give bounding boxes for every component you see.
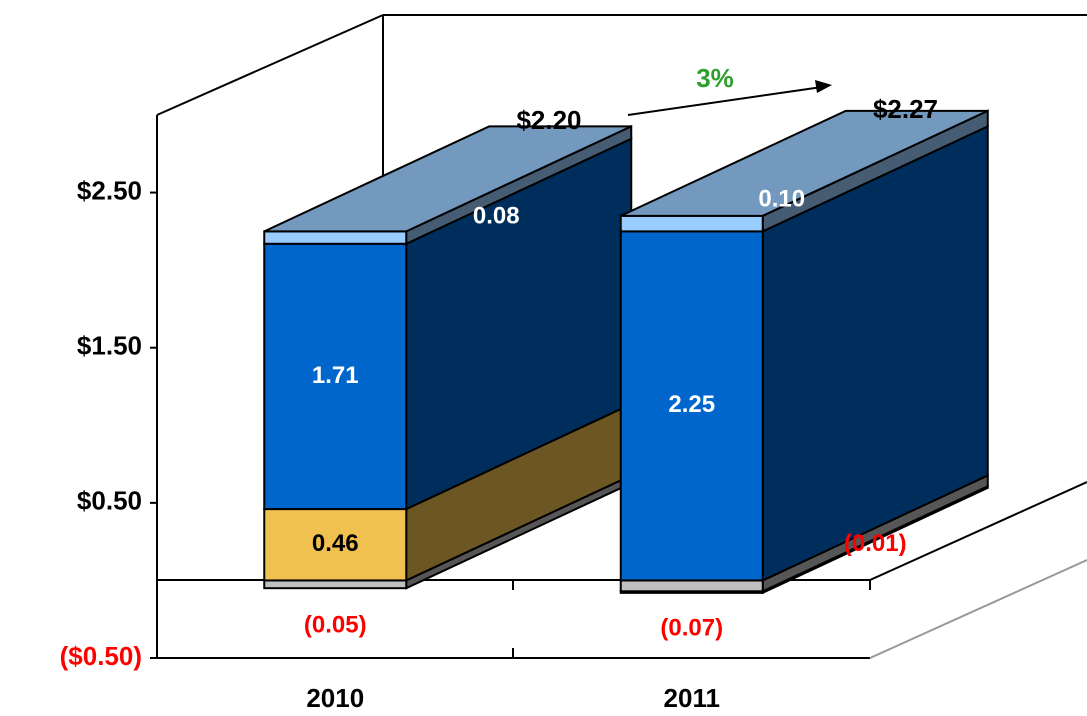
value-label: 0.08	[473, 203, 520, 230]
bar-segment	[619, 124, 989, 582]
bar-front	[263, 508, 408, 582]
bar-front	[263, 579, 408, 590]
bar-front	[619, 230, 764, 582]
x-tick-label: 2010	[306, 683, 364, 713]
bar-front	[263, 230, 408, 245]
total-label: $2.27	[873, 94, 938, 124]
value-label: (0.07)	[660, 615, 723, 642]
bar-top	[620, 109, 989, 217]
bar-top	[263, 125, 632, 233]
bar-segment	[263, 124, 633, 246]
y-tick-label: $2.50	[77, 175, 142, 205]
value-label: 1.71	[312, 362, 359, 389]
bar-front	[263, 242, 408, 511]
value-label: 0.10	[758, 185, 805, 212]
y-tick-label: $1.50	[77, 331, 142, 361]
x-tick-label: 2011	[664, 683, 720, 713]
arrow-head	[815, 80, 832, 93]
bar-front	[619, 214, 764, 233]
annotation: 3%	[696, 63, 734, 93]
y-tick-label: $0.50	[77, 486, 142, 516]
value-label: (0.01)	[844, 530, 907, 557]
value-label: (0.05)	[304, 612, 367, 639]
value-label: 2.25	[668, 391, 715, 418]
bar-segment	[263, 402, 633, 582]
value-label: 0.46	[312, 530, 359, 557]
bar-front	[619, 579, 764, 593]
arrow	[627, 86, 823, 116]
total-label: $2.20	[516, 105, 581, 135]
bars	[263, 109, 989, 595]
y-tick-label: ($0.50)	[60, 641, 142, 671]
